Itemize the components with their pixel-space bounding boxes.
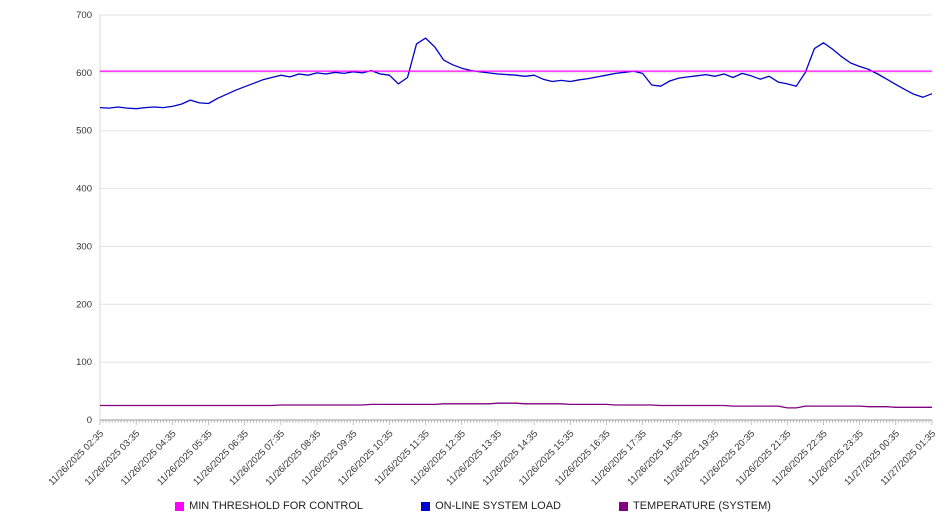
svg-text:600: 600	[76, 68, 92, 79]
svg-text:300: 300	[76, 241, 92, 252]
svg-text:100: 100	[76, 357, 92, 368]
legend-item-min-threshold[interactable]: MIN THRESHOLD FOR CONTROL	[175, 500, 363, 512]
svg-text:700: 700	[76, 10, 92, 21]
legend-item-online-system-load[interactable]: ON-LINE SYSTEM LOAD	[421, 500, 561, 512]
svg-text:400: 400	[76, 184, 92, 195]
svg-text:500: 500	[76, 126, 92, 137]
svg-text:200: 200	[76, 299, 92, 310]
legend-label-temperature-system: TEMPERATURE (SYSTEM)	[632, 500, 771, 512]
legend-label-online-system-load: ON-LINE SYSTEM LOAD	[435, 500, 561, 512]
chart-legend: MIN THRESHOLD FOR CONTROL ON-LINE SYSTEM…	[0, 492, 946, 520]
legend-swatch-min-threshold	[175, 501, 185, 511]
legend-swatch-temperature-system	[618, 501, 628, 511]
legend-item-temperature-system[interactable]: TEMPERATURE (SYSTEM)	[618, 500, 771, 512]
svg-text:0: 0	[87, 415, 92, 426]
legend-label-min-threshold: MIN THRESHOLD FOR CONTROL	[189, 500, 364, 512]
legend-swatch-online-system-load	[421, 501, 431, 511]
